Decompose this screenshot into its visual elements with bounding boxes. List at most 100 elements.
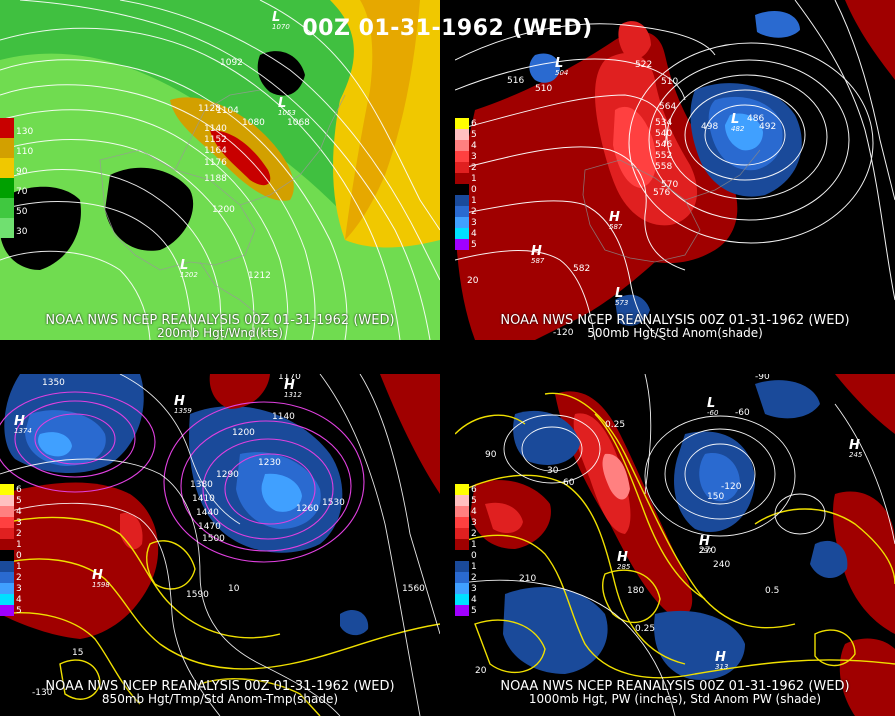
legend-swatch (0, 528, 14, 539)
legend-label: 4 (471, 141, 477, 151)
low-center: L 1070 (272, 10, 290, 31)
low-center: L 1202 (180, 258, 198, 279)
legend-label: 4 (16, 595, 22, 605)
panel-500mb: 6 5 4 3 2 1 0 1 2 3 4 5 516 510 522 510 … (455, 0, 895, 340)
legend-swatch (0, 118, 14, 138)
legend-label: 5 (471, 606, 477, 616)
legend-swatch (455, 484, 469, 495)
legend-swatch (0, 506, 14, 517)
low-center: L 482 (731, 112, 745, 133)
high-center: H 587 (531, 244, 545, 265)
contour-label: 510 (661, 77, 679, 87)
legend-swatch (455, 140, 469, 151)
contour-label: 546 (655, 140, 673, 150)
legend-swatch (0, 198, 14, 218)
panel-500mb-caption: NOAA NWS NCEP REANALYSIS 00Z 01-31-1962 … (500, 313, 850, 328)
panel-1000mb-caption: NOAA NWS NCEP REANALYSIS 00Z 01-31-1962 … (500, 679, 850, 694)
legend-swatch (455, 506, 469, 517)
contour-label: 0.5 (765, 586, 780, 596)
panel-850mb-map (0, 374, 440, 716)
legend-label: 6 (471, 485, 477, 495)
legend-label: 3 (471, 218, 477, 228)
legend-swatch (455, 118, 469, 129)
legend-label: 3 (16, 518, 22, 528)
legend-label: 4 (471, 595, 477, 605)
contour-label: 1260 (296, 504, 319, 514)
contour-label: 1080 (242, 118, 265, 128)
legend-label: 30 (16, 227, 28, 237)
legend-swatch (0, 158, 14, 178)
contour-label: 1380 (190, 480, 213, 490)
high-center: H 587 (609, 210, 623, 231)
contour-label: -130 (32, 688, 53, 698)
panel-200mb-map (0, 0, 440, 340)
legend-label: 5 (16, 496, 22, 506)
legend-label: 0 (471, 185, 477, 195)
legend-label: 5 (471, 130, 477, 140)
low-center: L 1053 (278, 96, 296, 117)
high-center: H 297 (699, 534, 713, 555)
legend-swatch (455, 217, 469, 228)
contour-label: 1140 (204, 124, 227, 134)
panel-850mb-caption: NOAA NWS NCEP REANALYSIS 00Z 01-31-1962 … (45, 679, 395, 694)
contour-label: 1200 (212, 205, 235, 215)
legend-label: 3 (471, 518, 477, 528)
contour-label: 1290 (216, 470, 239, 480)
legend-label: 0 (16, 551, 22, 561)
legend-label: 1 (16, 540, 22, 550)
contour-label: 1530 (322, 498, 345, 508)
high-center: H 1312 (284, 378, 302, 399)
legend-label: 6 (471, 119, 477, 129)
contour-label: 240 (713, 560, 731, 570)
contour-label: 1128 (198, 104, 221, 114)
high-center: H 1598 (92, 568, 110, 589)
contour-label: 1140 (272, 412, 295, 422)
legend-swatch (455, 195, 469, 206)
legend-swatch (455, 572, 469, 583)
contour-label: 1500 (202, 534, 225, 544)
legend-label: 2 (471, 529, 477, 539)
legend-label: 70 (16, 187, 28, 197)
panel-200mb-subcaption: 200mb Hgt/Wnd(kts) (157, 326, 283, 340)
legend-swatch (455, 517, 469, 528)
contour-label: 492 (759, 122, 777, 132)
low-center: L 504 (555, 56, 569, 77)
low-center: L 573 (615, 286, 629, 307)
legend-label: 5 (471, 496, 477, 506)
legend-label: 2 (471, 573, 477, 583)
contour-label: 582 (573, 264, 591, 274)
legend-swatch (455, 239, 469, 250)
panel-850mb: 6 5 4 3 2 1 0 1 2 3 4 5 1350 1170 1140 1… (0, 374, 440, 716)
panel-200mb-legend: 130 110 90 70 50 30 (0, 118, 33, 238)
legend-swatch (455, 173, 469, 184)
panel-850mb-legend: 6 5 4 3 2 1 0 1 2 3 4 5 (0, 484, 22, 616)
contour-label: 210 (519, 574, 537, 584)
legend-swatch (455, 561, 469, 572)
contour-label: 1152 (204, 135, 227, 145)
legend-swatch (455, 228, 469, 239)
contour-label: 534 (655, 118, 673, 128)
legend-label: 5 (16, 606, 22, 616)
panel-500mb-subcaption: 500mb Hgt/Std Anom(shade) (587, 326, 763, 340)
contour-label: 150 (707, 492, 725, 502)
legend-label: 3 (16, 584, 22, 594)
legend-swatch (0, 550, 14, 561)
legend-label: 4 (471, 229, 477, 239)
legend-label: 0 (471, 551, 477, 561)
contour-label: 180 (627, 586, 645, 596)
legend-swatch (0, 484, 14, 495)
contour-label: 0.25 (635, 624, 656, 634)
high-center: H 1374 (14, 414, 32, 435)
panel-1000mb-legend: 6 5 4 3 2 1 0 1 2 3 4 5 (455, 484, 477, 616)
contour-label: 20 (467, 276, 479, 286)
contour-label: 0.25 (605, 420, 626, 430)
panel-1000mb-subcaption: 1000mb Hgt, PW (inches), Std Anom PW (sh… (528, 692, 822, 706)
legend-swatch (0, 605, 14, 616)
contour-label: 1164 (204, 146, 227, 156)
legend-swatch (455, 528, 469, 539)
panel-500mb-map (455, 0, 895, 340)
legend-swatch (0, 495, 14, 506)
contour-label: 1200 (232, 428, 255, 438)
contour-label: 1440 (196, 508, 219, 518)
contour-label: 570 (661, 180, 679, 190)
